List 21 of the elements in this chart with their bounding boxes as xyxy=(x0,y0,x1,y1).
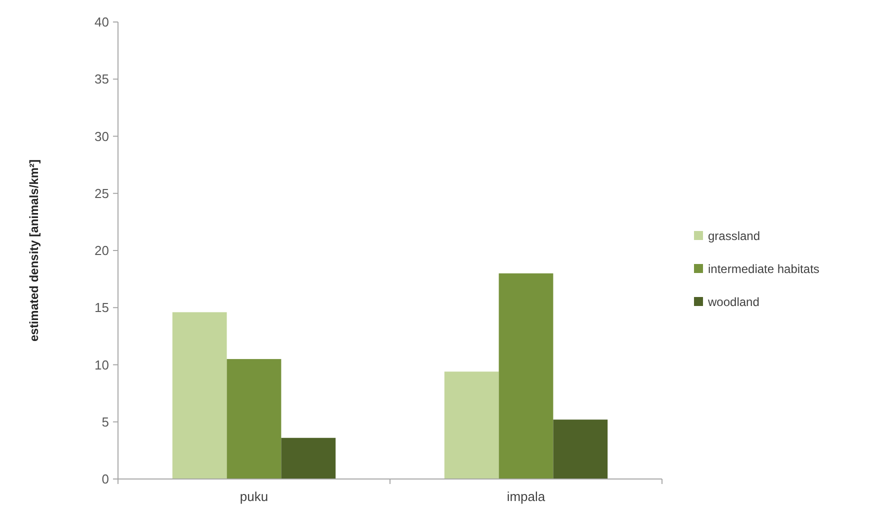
y-tick-label: 25 xyxy=(94,186,109,201)
y-tick-label: 10 xyxy=(94,357,109,372)
bar xyxy=(281,438,336,479)
y-tick-label: 15 xyxy=(94,300,109,316)
bar xyxy=(553,420,608,479)
y-tick-label: 5 xyxy=(102,414,109,430)
x-tick-label: puku xyxy=(240,489,268,504)
legend-label: intermediate habitats xyxy=(708,262,820,276)
y-tick-label: 20 xyxy=(94,243,109,258)
y-tick-label: 30 xyxy=(94,128,109,144)
bar xyxy=(172,312,227,479)
y-tick-label: 40 xyxy=(94,14,109,30)
y-axis-title: estimated density [animals/km²] xyxy=(27,159,41,342)
bar xyxy=(226,359,282,479)
y-tick-label: 35 xyxy=(94,72,109,87)
x-tick-label: impala xyxy=(506,489,546,504)
bar xyxy=(498,273,554,479)
legend-label: woodland xyxy=(707,295,760,310)
bar xyxy=(444,372,499,479)
y-tick-label: 0 xyxy=(102,472,109,487)
legend-label: grassland xyxy=(708,229,760,244)
